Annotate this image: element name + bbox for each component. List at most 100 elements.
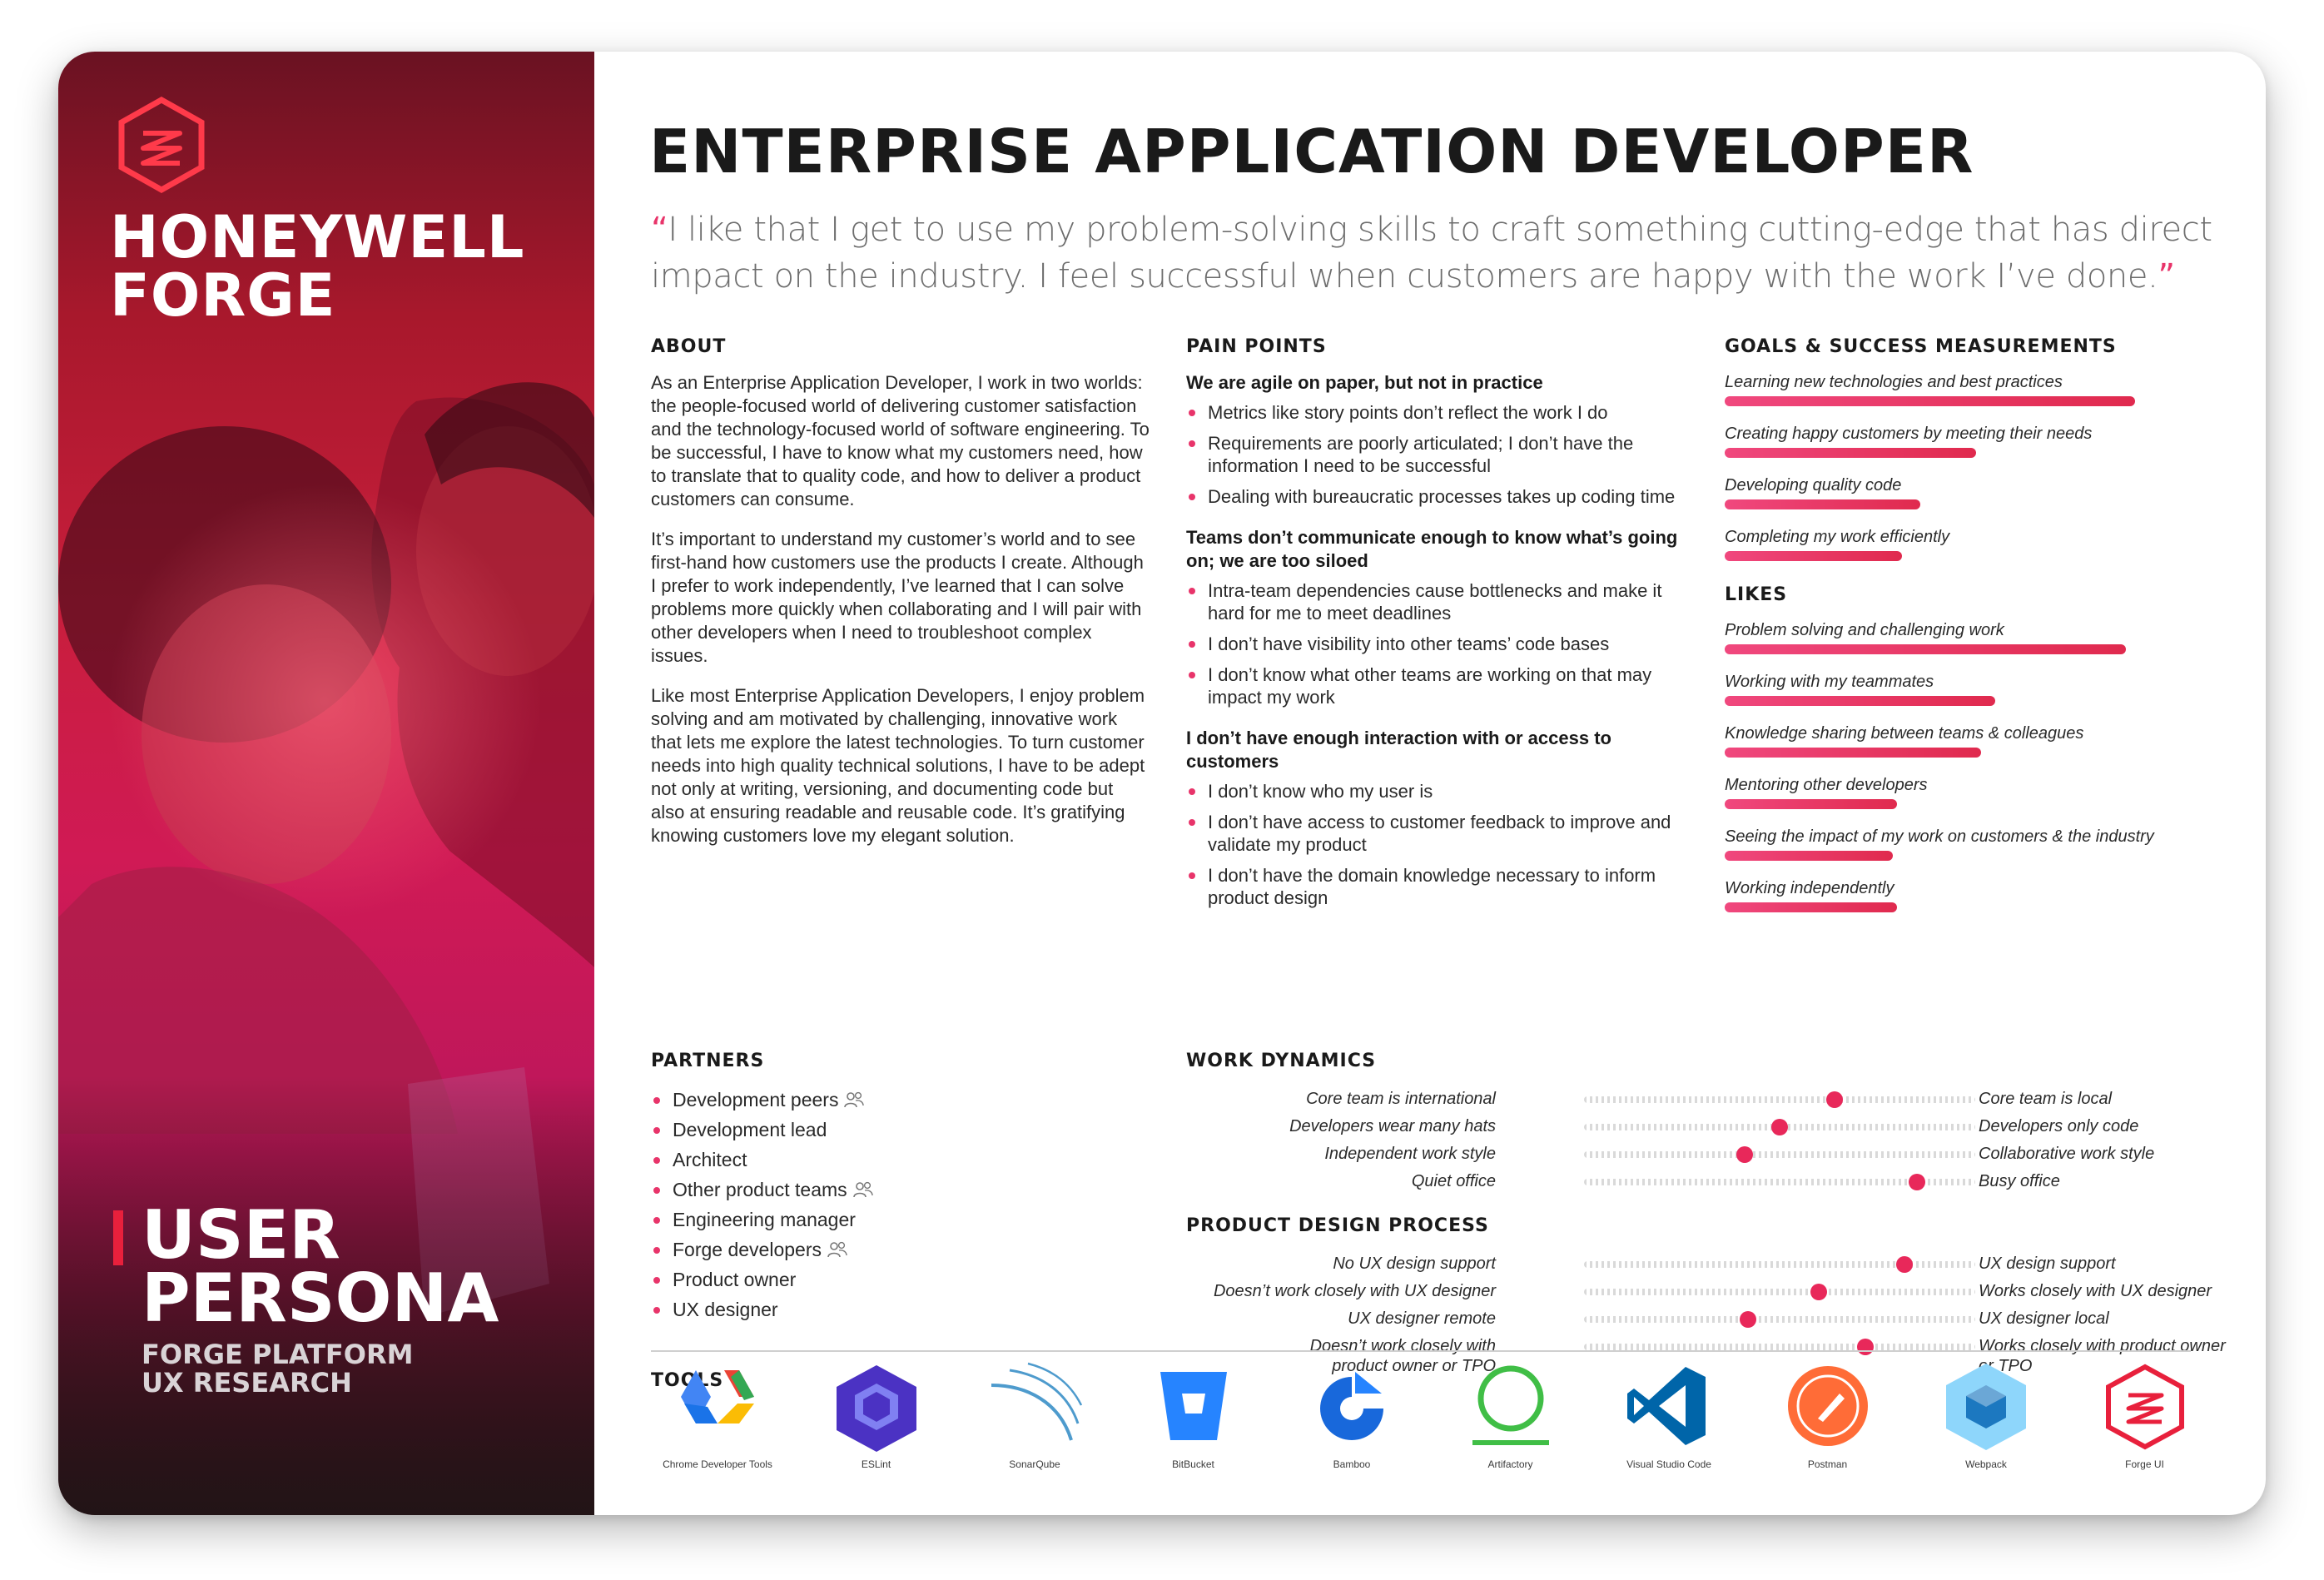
pain-points-section: PAIN POINTS We are agile on paper, but n…	[1186, 335, 1686, 927]
spectrum-right-label: Developers only code	[1979, 1117, 2139, 1135]
tool-label: Bamboo	[1333, 1458, 1371, 1470]
rating-bar	[1725, 396, 2135, 406]
list-item: Engineering manager	[651, 1209, 1150, 1231]
spectrum-left-label: Doesn’t work closely with UX designer	[1213, 1282, 1496, 1300]
spectrum-marker	[1896, 1256, 1914, 1273]
rating-item: Learning new technologies and best pract…	[1725, 371, 2224, 406]
brand-name-line1: HONEYWELL	[110, 203, 525, 271]
pain-point-list: Intra-team dependencies cause bottleneck…	[1186, 579, 1686, 708]
page-title: ENTERPRISE APPLICATION DEVELOPER	[649, 117, 1974, 186]
about-heading: ABOUT	[651, 336, 727, 357]
rating-bar	[1725, 748, 1981, 758]
spectrum-row: UX designer remote UX designer local	[1186, 1309, 2260, 1336]
rating-label: Creating happy customers by meeting thei…	[1725, 425, 2093, 443]
persona-title: USER PERSONA	[142, 1196, 591, 1332]
rating-label: Seeing the impact of my work on customer…	[1725, 827, 2154, 846]
rating-label: Completing my work efficiently	[1725, 528, 1950, 546]
partner-label: UX designer	[673, 1299, 778, 1320]
brand-name: HONEYWELL FORGE	[110, 208, 576, 325]
list-item: I don’t have the domain knowledge necess…	[1186, 864, 1686, 909]
persona-title-line1: USER	[142, 1196, 340, 1274]
spectrum-right-label: Collaborative work style	[1979, 1145, 2155, 1163]
tools-divider	[651, 1350, 2191, 1352]
rating-label: Mentoring other developers	[1725, 776, 1928, 794]
rating-label: Working with my teammates	[1725, 673, 1934, 691]
spectrum-left-label: No UX design support	[1333, 1255, 1496, 1273]
rating-label: Learning new technologies and best pract…	[1725, 373, 2063, 391]
tool-label: Visual Studio Code	[1626, 1458, 1711, 1470]
list-item: I don’t know what other teams are workin…	[1186, 663, 1686, 708]
spectrum-marker	[1736, 1146, 1753, 1163]
persona-sub-line1: FORGE PLATFORM	[142, 1339, 414, 1370]
spectrum-row: No UX design support UX design support	[1186, 1254, 2260, 1281]
tool-item: Chrome Developer Tools	[643, 1360, 792, 1470]
rating-bar	[1725, 448, 1976, 458]
spectrum-marker	[1825, 1091, 1843, 1108]
group-icon	[827, 1240, 848, 1259]
list-item: Intra-team dependencies cause bottleneck…	[1186, 579, 1686, 624]
partner-label: Engineering manager	[673, 1209, 856, 1230]
spectrum-row: Doesn’t work closely with UX designer Wor…	[1186, 1281, 2260, 1309]
list-item: I don’t have access to customer feedback…	[1186, 811, 1686, 856]
work-dynamics-rows: Core team is international Core team is l…	[1186, 1089, 2260, 1199]
group-icon	[852, 1180, 874, 1199]
goals-list: Learning new technologies and best pract…	[1725, 371, 2224, 561]
list-item: Product owner	[651, 1269, 1150, 1291]
spectrum-right-label: Busy office	[1979, 1172, 2060, 1190]
spectrum-row: Independent work style Collaborative work…	[1186, 1144, 2260, 1171]
pain-point-group-title: We are agile on paper, but not in practi…	[1186, 372, 1543, 393]
partners-section: PARTNERS Development peers Development le…	[651, 1049, 1150, 1339]
tool-item: ESLint	[802, 1360, 951, 1470]
rating-item: Working independently	[1725, 877, 2224, 912]
spectrum-marker	[1810, 1284, 1827, 1300]
rating-bar	[1725, 499, 1920, 509]
rating-bar	[1725, 551, 1902, 561]
rating-item: Seeing the impact of my work on customer…	[1725, 826, 2224, 861]
list-item: Requirements are poorly articulated; I d…	[1186, 432, 1686, 477]
rating-bar	[1725, 902, 1897, 912]
rating-label: Working independently	[1725, 879, 1894, 897]
quote-text: I like that I get to use my problem-solv…	[651, 211, 2212, 296]
spectrum-left-label: UX designer remote	[1348, 1309, 1496, 1328]
spectrum-right-label: UX designer local	[1979, 1309, 2109, 1328]
people-photo	[58, 52, 594, 1515]
spectrum-track	[1584, 1091, 1975, 1108]
pain-point-group-title: I don’t have enough interaction with or …	[1186, 728, 1611, 772]
spectrum-marker	[1857, 1339, 1875, 1355]
tool-label: Chrome Developer Tools	[663, 1458, 772, 1470]
forge-ui-icon	[2070, 1360, 2220, 1452]
persona-subtitle: FORGE PLATFORM UX RESEARCH	[142, 1340, 574, 1397]
product-design-rows: No UX design support UX design support Doe…	[1186, 1254, 2260, 1375]
list-item: Metrics like story points don’t reflect …	[1186, 401, 1686, 424]
pain-point-group-title: Teams don’t communicate enough to know w…	[1186, 527, 1678, 571]
spectrum-left-label: Independent work style	[1324, 1145, 1496, 1163]
spectrum-row: Core team is international Core team is l…	[1186, 1089, 2260, 1116]
webpack-icon	[1911, 1360, 2061, 1452]
list-item: Development lead	[651, 1119, 1150, 1141]
spectrum-row: Quiet office Busy office	[1186, 1171, 2260, 1199]
tool-item: BitBucket	[1119, 1360, 1269, 1470]
list-item: I don’t know who my user is	[1186, 780, 1686, 802]
list-item: Other product teams	[651, 1179, 1150, 1201]
tool-item: Visual Studio Code	[1594, 1360, 1744, 1470]
spectrum-right-label: Core team is local	[1979, 1090, 2113, 1108]
sonarqube-icon	[960, 1360, 1110, 1452]
list-item: Architect	[651, 1149, 1150, 1171]
honeywell-forge-hexagon-icon	[118, 96, 205, 194]
list-item: I don’t have visibility into other teams…	[1186, 633, 1686, 655]
spectrum-track	[1584, 1256, 1975, 1273]
chrome-devtools-icon	[643, 1360, 792, 1452]
spectrum-marker	[1740, 1311, 1757, 1328]
tool-item: Postman	[1753, 1360, 1903, 1470]
tool-label: Webpack	[1965, 1458, 2007, 1470]
list-item: Development peers	[651, 1089, 1150, 1111]
persona-sub-line2: UX RESEARCH	[142, 1367, 352, 1399]
rating-label: Knowledge sharing between teams & collea…	[1725, 724, 2084, 743]
tool-label: Forge UI	[2125, 1458, 2164, 1470]
partner-label: Architect	[673, 1149, 747, 1170]
tool-label: Artifactory	[1487, 1458, 1533, 1470]
spectrum-track	[1584, 1339, 1975, 1355]
tool-label: BitBucket	[1172, 1458, 1214, 1470]
pain-point-list: Metrics like story points don’t reflect …	[1186, 401, 1686, 508]
rating-bar	[1725, 644, 2126, 654]
